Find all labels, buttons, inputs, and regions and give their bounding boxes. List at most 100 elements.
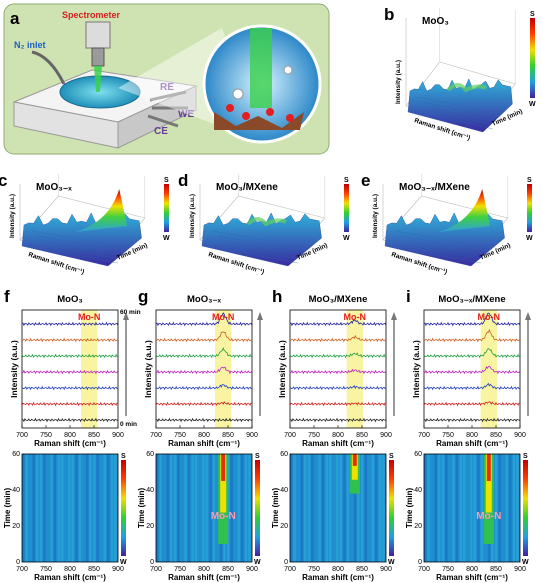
heatmap-streak	[53, 454, 57, 562]
re-electrode	[149, 90, 187, 102]
heatmap-streak	[508, 454, 512, 562]
panel-title: MoO₃₋ₓ	[36, 182, 72, 193]
atom	[266, 108, 274, 116]
surface-ridge	[446, 83, 487, 93]
heatmap-streak	[364, 454, 367, 562]
series-line	[156, 331, 253, 343]
panel-g: g MoO₃₋ₓ Mo-N 700 750 800 850 900 Raman shift (c…	[138, 287, 263, 448]
heatmap-streak	[103, 454, 107, 562]
mesh-line	[211, 230, 283, 244]
heatmap-streak	[191, 454, 195, 562]
x-tick-label: 850	[356, 432, 368, 439]
heatmap-streak	[60, 454, 64, 562]
heatmap-streak	[173, 454, 177, 562]
heatmap-streak	[184, 454, 187, 562]
series-line	[423, 365, 521, 375]
panel-f: f MoO₃ Mo-N 700 750 800 850 900 Raman shift (cm⁻…	[4, 287, 141, 448]
x-tick-label: 700	[16, 432, 28, 439]
time-top: 60 min	[120, 309, 141, 316]
series-line	[423, 312, 521, 327]
peak-label: Mo-N	[211, 511, 236, 522]
series-line	[21, 353, 119, 359]
x-tick-label: 800	[466, 432, 478, 439]
series-line	[155, 401, 253, 407]
heatmap-streak	[43, 454, 46, 562]
series-line	[290, 334, 387, 343]
colorbar-top: S	[255, 453, 260, 460]
y-axis-label: Intensity (a.u.)	[277, 340, 287, 398]
panel-letter: e	[361, 171, 370, 190]
series-line	[22, 417, 119, 423]
colorbar-top: S	[164, 177, 169, 184]
atom	[286, 114, 294, 122]
panel-letter: g	[138, 287, 148, 306]
heatmap-streak	[68, 454, 71, 562]
x-tick-label: 900	[380, 432, 392, 439]
y-axis-label: Intensity (a.u.)	[143, 340, 153, 398]
mesh-line	[441, 116, 494, 130]
y-tick-label: 0	[284, 559, 288, 566]
y-tick-label: 20	[280, 523, 288, 530]
heatmap-streak	[293, 454, 296, 562]
mesh-line	[49, 245, 115, 259]
x-tick-label: 800	[466, 566, 478, 573]
mesh-line	[43, 240, 111, 254]
heatmap-streak	[230, 454, 233, 562]
mesh-line	[435, 111, 490, 125]
heatmap-streak	[71, 454, 74, 562]
heatmap-streak	[25, 454, 28, 562]
heatmap-streak	[300, 454, 304, 562]
panel-title: MoO₃	[422, 16, 449, 27]
heatmap-streak	[437, 454, 441, 562]
time-arrowhead	[257, 312, 263, 320]
bubble	[283, 65, 293, 75]
heatmap-streak	[35, 454, 39, 562]
y-tick-label: 60	[280, 451, 288, 458]
colorbar-top: S	[344, 177, 349, 184]
panel-title: MoO₃₋ₓ/MXene	[399, 182, 470, 193]
mesh-line	[229, 245, 295, 259]
colorbar-bottom: W	[522, 559, 529, 566]
mesh-line	[412, 245, 478, 259]
heatmap-streak	[441, 454, 445, 562]
heatmap-streak	[202, 454, 205, 562]
series-line	[424, 417, 521, 423]
heatmap-streak	[512, 454, 516, 562]
colorbar-bottom: W	[526, 235, 533, 242]
y-tick-label: 40	[414, 487, 422, 494]
x-tick-label: 850	[88, 566, 100, 573]
series-line	[21, 401, 119, 407]
y-tick-label: 0	[150, 559, 154, 566]
x-tick-label: 800	[332, 566, 344, 573]
x-tick-label: 850	[490, 566, 502, 573]
peak-label: Mo-N	[478, 312, 501, 322]
mesh-line	[31, 230, 103, 244]
ce-electrode	[147, 114, 179, 128]
heatmap-streak	[311, 454, 314, 562]
y-tick-label: 0	[16, 559, 20, 566]
heatmap-streak	[427, 454, 430, 562]
peak-highlight	[346, 310, 363, 428]
series-line	[155, 347, 253, 359]
atom	[226, 104, 234, 112]
series-line	[21, 385, 119, 391]
peak-band-hot	[352, 454, 357, 466]
series-line	[155, 384, 253, 391]
y-tick-label: 20	[12, 523, 20, 530]
series-line	[290, 417, 387, 423]
heatmap-streak	[57, 454, 61, 562]
panel-letter: f	[4, 287, 10, 306]
x-tick-label: 750	[174, 566, 186, 573]
x-tick-label: 700	[150, 432, 162, 439]
x-tick-label: 750	[442, 432, 454, 439]
heatmap-streak	[110, 454, 114, 562]
spectrometer-body	[85, 21, 111, 49]
laser-beam	[94, 66, 102, 92]
panel-a-letter: a	[10, 9, 20, 28]
heatmap-streak	[459, 454, 463, 562]
colorbar-top: S	[530, 11, 535, 18]
surface-peak	[75, 189, 128, 232]
y-axis-label: Time (min)	[137, 488, 146, 529]
heatmap-streak	[240, 454, 244, 562]
